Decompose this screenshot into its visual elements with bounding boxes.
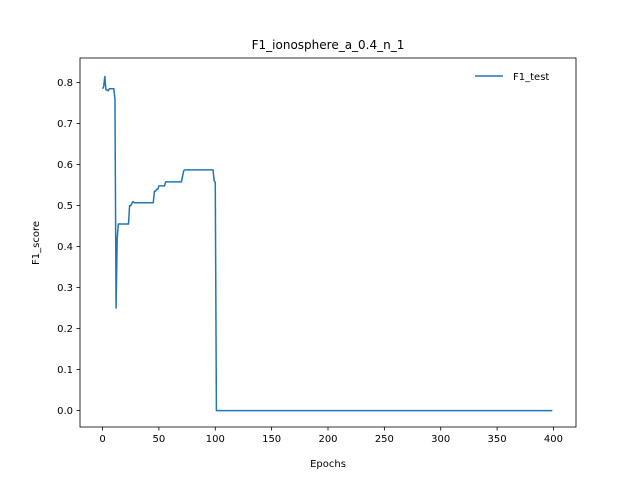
y-axis-title: F1_score: [31, 221, 42, 265]
plot-area: [101, 75, 553, 412]
y-tick-label: 0.5: [57, 201, 73, 212]
y-tick-label: 0.2: [57, 324, 73, 335]
y-tick-label: 0.7: [57, 119, 73, 130]
legend: F1_test: [475, 72, 549, 83]
x-tick-label: 200: [318, 434, 337, 445]
x-tick-label: 0: [99, 434, 105, 445]
x-tick-label: 50: [153, 434, 166, 445]
x-tick-label: 400: [544, 434, 563, 445]
x-tick-label: 250: [375, 434, 394, 445]
y-tick-label: 0.3: [57, 283, 73, 294]
series-line-f1-test: [101, 75, 553, 412]
x-tick-label: 100: [206, 434, 225, 445]
y-tick-label: 0.4: [57, 242, 73, 253]
x-tick-label: 350: [488, 434, 507, 445]
x-tick-label: 300: [431, 434, 450, 445]
x-axis: 0 50 100 150 200 250 300 350 400: [99, 427, 563, 445]
y-tick-label: 0.0: [57, 406, 73, 417]
y-tick-label: 0.6: [57, 160, 73, 171]
chart-title: F1_ionosphere_a_0.4_n_1: [252, 38, 405, 52]
legend-label: F1_test: [513, 72, 549, 83]
x-axis-title: Epochs: [310, 459, 346, 470]
y-tick-label: 0.1: [57, 365, 73, 376]
y-tick-label: 0.8: [57, 78, 73, 89]
x-tick-label: 150: [262, 434, 281, 445]
y-axis: 0.0 0.1 0.2 0.3 0.4 0.5 0.6 0.7 0.8: [57, 78, 80, 417]
